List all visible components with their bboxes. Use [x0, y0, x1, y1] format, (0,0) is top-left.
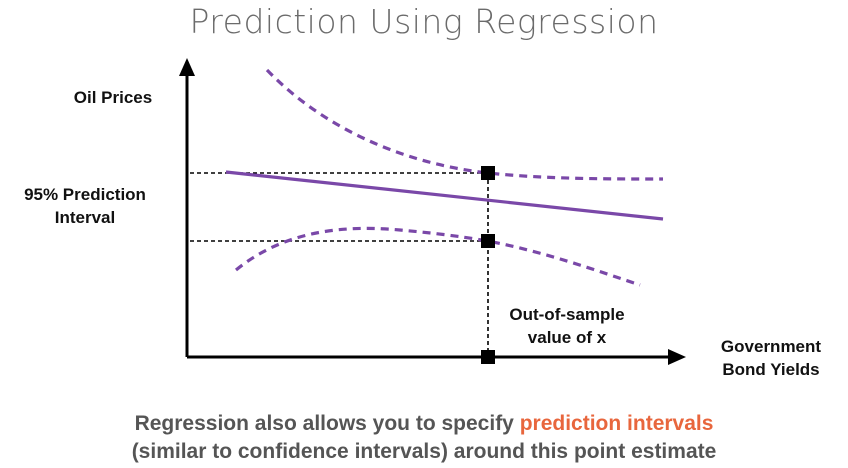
slide-title: Prediction Using Regression — [189, 2, 659, 41]
regression-diagram: Oil Prices 95% Prediction Interval Out-o… — [24, 58, 821, 379]
x-axis-arrow-icon — [668, 349, 686, 365]
lower-prediction-curve — [234, 226, 641, 287]
interval-label-line1: 95% Prediction — [24, 185, 146, 204]
point-label-line1: Out-of-sample — [509, 305, 624, 324]
upper-prediction-curve — [265, 68, 664, 181]
caption: Regression also allows you to specify pr… — [0, 410, 848, 466]
upper-interval-marker — [481, 166, 495, 180]
caption-line1: Regression also allows you to specify pr… — [0, 410, 848, 438]
lower-interval-marker — [481, 234, 495, 248]
caption-line1-text: Regression also allows you to specify — [134, 412, 520, 435]
point-label-line2: value of x — [528, 328, 607, 347]
regression-line — [225, 170, 664, 221]
y-axis-arrow-icon — [179, 58, 195, 76]
x-axis-label-line2: Bond Yields — [722, 360, 819, 379]
caption-highlight: prediction intervals — [519, 412, 714, 435]
caption-line2: (similar to confidence intervals) around… — [131, 440, 717, 463]
interval-label-line2: Interval — [55, 208, 115, 227]
y-axis-label: Oil Prices — [74, 88, 152, 107]
x-value-marker — [481, 350, 495, 364]
x-axis-label-line1: Government — [721, 337, 821, 356]
